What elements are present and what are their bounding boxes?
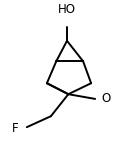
Text: HO: HO xyxy=(58,3,76,16)
Text: F: F xyxy=(11,122,18,135)
Text: O: O xyxy=(101,92,111,105)
